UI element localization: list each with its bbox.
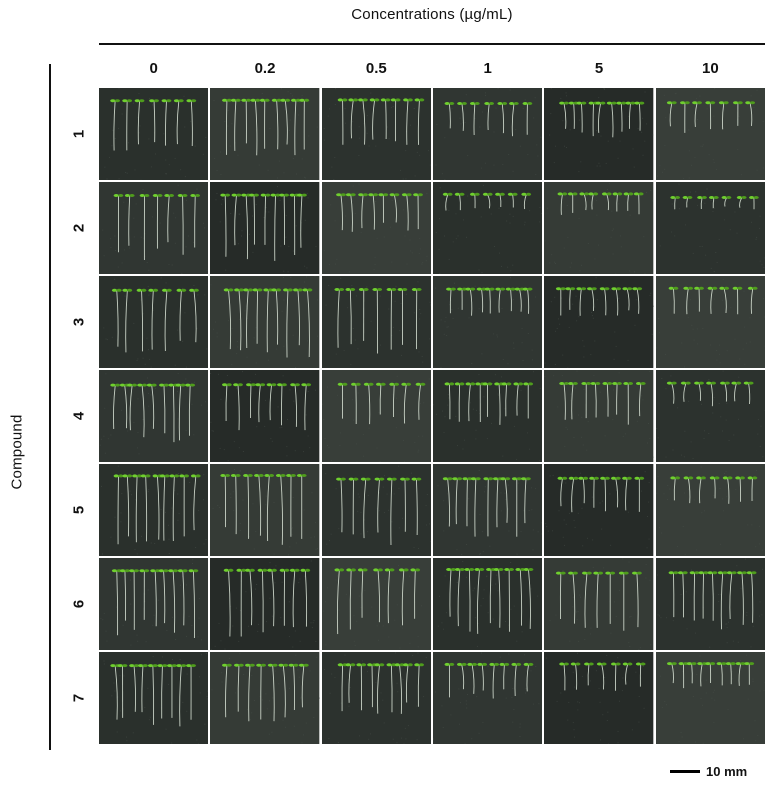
seedling-photo	[99, 652, 209, 744]
scale-bar-line	[670, 770, 700, 773]
seedling-photo	[99, 558, 209, 650]
scale-bar: 10 mm	[670, 764, 747, 779]
seedling-photo	[655, 88, 765, 180]
seedling-photo	[544, 182, 654, 274]
y-axis-title: Compound	[8, 414, 26, 490]
seedling-photo	[210, 182, 320, 274]
seedling-photo	[321, 276, 431, 368]
seedling-photo	[544, 464, 654, 556]
top-rule	[99, 43, 765, 45]
row-label: 3	[70, 317, 88, 327]
seedling-photo	[210, 370, 320, 462]
seedling-photo	[433, 182, 543, 274]
scale-bar-label: 10 mm	[706, 764, 748, 779]
seedling-photo	[544, 88, 654, 180]
seedling-photo	[655, 276, 765, 368]
seedling-photo	[210, 652, 320, 744]
seedling-photo	[210, 464, 320, 556]
seedling-photo	[99, 88, 209, 180]
seedling-photo	[544, 370, 654, 462]
seedling-photo	[433, 276, 543, 368]
row-label: 7	[70, 693, 88, 703]
seedling-photo-grid	[99, 88, 765, 744]
seedling-photo	[655, 370, 765, 462]
column-label: 0	[149, 60, 158, 77]
seedling-photo	[210, 276, 320, 368]
seedling-photo	[321, 370, 431, 462]
seedling-photo	[321, 464, 431, 556]
seedling-photo	[655, 558, 765, 650]
seedling-photo	[99, 464, 209, 556]
seedling-photo	[433, 558, 543, 650]
row-label: 1	[70, 129, 88, 139]
row-label: 6	[70, 599, 88, 609]
seedling-photo	[433, 652, 543, 744]
seedling-photo	[99, 276, 209, 368]
seedling-photo	[655, 464, 765, 556]
seedling-photo	[655, 182, 765, 274]
seedling-photo	[210, 558, 320, 650]
seedling-photo	[321, 88, 431, 180]
seedling-photo	[544, 276, 654, 368]
column-label: 1	[483, 60, 492, 77]
seedling-photo	[210, 88, 320, 180]
row-label: 2	[70, 223, 88, 233]
seedling-photo	[321, 558, 431, 650]
seedling-photo	[433, 464, 543, 556]
row-label: 4	[70, 411, 88, 421]
seedling-photo	[321, 652, 431, 744]
column-label: 0.2	[254, 60, 276, 77]
x-axis-title: Concentrations (µg/mL)	[351, 6, 513, 23]
seedling-photo	[544, 652, 654, 744]
seedling-photo	[433, 370, 543, 462]
seedling-photo	[99, 182, 209, 274]
column-label: 10	[701, 60, 719, 77]
column-label: 5	[594, 60, 604, 77]
left-rule	[49, 64, 51, 750]
seedling-photo	[544, 558, 654, 650]
column-label: 0.5	[365, 60, 387, 77]
row-label: 5	[70, 505, 88, 515]
seedling-photo	[321, 182, 431, 274]
seedling-photo	[433, 88, 543, 180]
seedling-photo	[99, 370, 209, 462]
seedling-photo	[655, 652, 765, 744]
